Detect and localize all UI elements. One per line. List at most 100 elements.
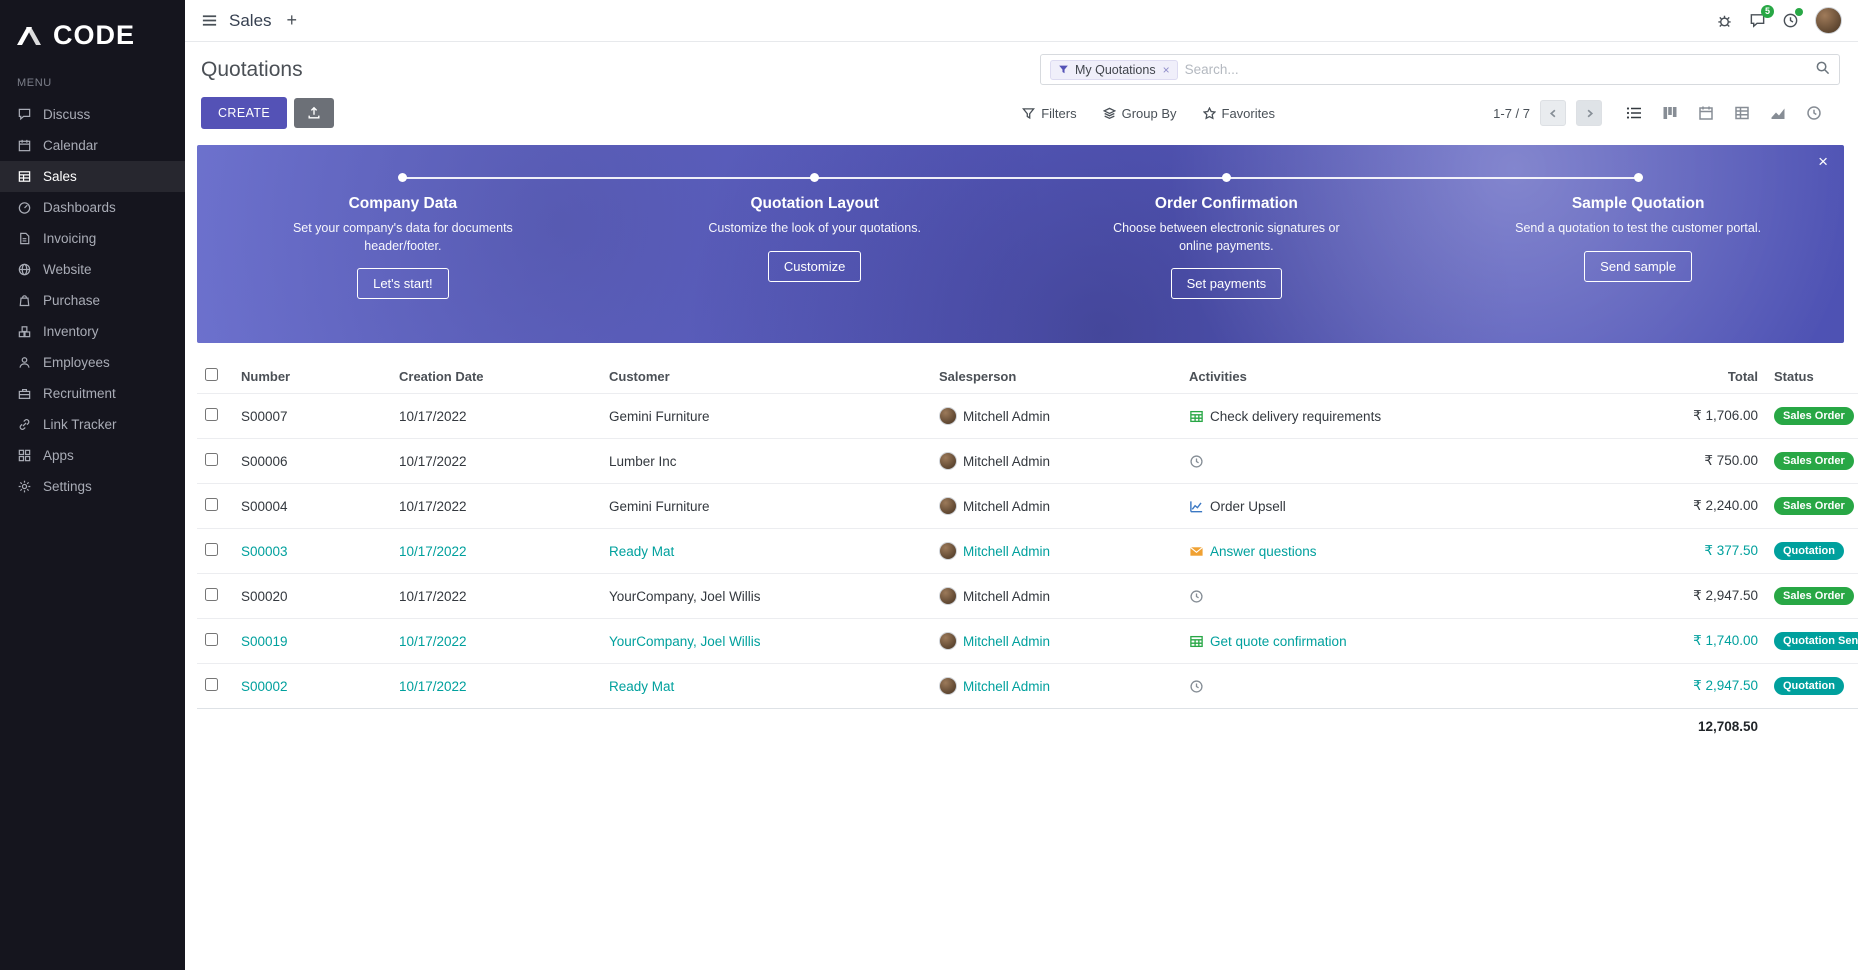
sidebar-item-inventory[interactable]: Inventory — [0, 316, 185, 347]
select-all-checkbox[interactable] — [205, 368, 218, 381]
row-checkbox[interactable] — [205, 408, 218, 421]
sidebar-item-settings[interactable]: Settings — [0, 471, 185, 502]
header-total[interactable]: Total — [1727, 368, 1758, 384]
row-checkbox[interactable] — [205, 543, 218, 556]
facet-remove-icon[interactable]: × — [1162, 62, 1170, 77]
clock-activity-icon[interactable] — [1189, 454, 1204, 469]
quotation-number[interactable]: S00006 — [241, 453, 288, 469]
quotations-table-wrap: Number Creation Date Customer Salesperso… — [197, 361, 1858, 744]
search-input[interactable] — [1184, 62, 1808, 77]
clock-activity-icon[interactable] — [1189, 589, 1204, 604]
favorites-button[interactable]: Favorites — [1202, 106, 1275, 121]
activity-view-icon[interactable] — [1806, 105, 1822, 121]
sidebar-item-dashboards[interactable]: Dashboards — [0, 192, 185, 223]
clock-activity-icon[interactable] — [1189, 679, 1204, 694]
row-checkbox[interactable] — [205, 453, 218, 466]
onboarding-banner: × Company Data Set your company's data f… — [197, 145, 1844, 343]
sidebar-item-discuss[interactable]: Discuss — [0, 99, 185, 130]
table-row[interactable]: S00003 10/17/2022 Ready Mat Mitchell Adm… — [197, 528, 1858, 574]
total-amount: ₹ 2,240.00 — [1693, 498, 1758, 513]
export-button[interactable] — [294, 98, 335, 128]
kanban-view-icon[interactable] — [1662, 105, 1678, 121]
header-status[interactable]: Status — [1774, 368, 1814, 384]
search-icon[interactable] — [1815, 60, 1830, 80]
quotation-number[interactable]: S00007 — [241, 408, 288, 424]
sidebar-item-employees[interactable]: Employees — [0, 347, 185, 378]
header-activities[interactable]: Activities — [1189, 368, 1247, 384]
quotation-number[interactable]: S00020 — [241, 588, 288, 604]
messages-icon[interactable]: 5 — [1749, 5, 1774, 29]
table-row[interactable]: S00019 10/17/2022 YourCompany, Joel Will… — [197, 618, 1858, 664]
step-description: Send a quotation to test the customer po… — [1515, 221, 1762, 235]
pager-and-views: 1-7 / 7 — [1493, 100, 1840, 126]
search-facet[interactable]: My Quotations × — [1050, 59, 1178, 80]
step-title: Company Data — [348, 195, 458, 212]
pager-prev-button[interactable] — [1540, 100, 1566, 126]
graph-view-icon[interactable] — [1770, 105, 1786, 121]
header-customer[interactable]: Customer — [609, 368, 670, 384]
sidebar-item-sales[interactable]: Sales — [0, 161, 185, 192]
row-checkbox[interactable] — [205, 588, 218, 601]
onboarding-steps: Company Data Set your company's data for… — [197, 145, 1844, 343]
row-checkbox[interactable] — [205, 633, 218, 646]
customer-name: YourCompany, Joel Willis — [609, 588, 761, 604]
spreadsheet-activity-icon[interactable] — [1189, 409, 1204, 424]
step-action-button[interactable]: Set payments — [1170, 268, 1283, 299]
total-amount: ₹ 2,947.50 — [1693, 588, 1758, 603]
menu-label: MENU — [17, 77, 52, 89]
create-button[interactable]: CREATE — [201, 97, 288, 129]
table-row[interactable]: S00004 10/17/2022 Gemini Furniture Mitch… — [197, 483, 1858, 529]
bug-icon[interactable] — [1716, 12, 1733, 29]
table-row[interactable]: S00002 10/17/2022 Ready Mat Mitchell Adm… — [197, 663, 1858, 709]
search-bar[interactable]: My Quotations × — [1040, 54, 1840, 85]
sidebar-item-calendar[interactable]: Calendar — [0, 130, 185, 161]
header-number[interactable]: Number — [241, 368, 291, 384]
recruitment-icon — [17, 386, 32, 401]
activities-clock-icon[interactable] — [1782, 8, 1803, 29]
sidebar-item-label: Invoicing — [43, 231, 97, 246]
sidebar-item-apps[interactable]: Apps — [0, 440, 185, 471]
chart-activity-icon[interactable] — [1189, 499, 1204, 514]
sidebar-menu: Discuss Calendar Sales Dashboards Invoic… — [0, 99, 185, 502]
calendar-view-icon[interactable] — [1698, 105, 1714, 121]
quotation-number[interactable]: S00003 — [241, 543, 288, 559]
status-badge: Quotation — [1774, 542, 1844, 560]
envelope-activity-icon[interactable] — [1189, 544, 1204, 559]
spreadsheet-activity-icon[interactable] — [1189, 634, 1204, 649]
step-action-button[interactable]: Send sample — [1584, 250, 1693, 282]
pager-next-button[interactable] — [1576, 100, 1602, 126]
new-tab-button[interactable]: + — [286, 10, 298, 30]
quotation-number[interactable]: S00019 — [241, 633, 288, 649]
quotation-number[interactable]: S00004 — [241, 498, 288, 514]
step-title: Sample Quotation — [1571, 195, 1705, 212]
pivot-view-icon[interactable] — [1734, 105, 1750, 121]
table-row[interactable]: S00007 10/17/2022 Gemini Furniture Mitch… — [197, 393, 1858, 439]
logo-icon — [17, 26, 41, 45]
filters-button[interactable]: Filters — [1022, 106, 1077, 121]
header-salesperson[interactable]: Salesperson — [939, 368, 1017, 384]
customer-name: Gemini Furniture — [609, 408, 710, 424]
header-creation-date[interactable]: Creation Date — [399, 368, 484, 384]
sidebar-item-website[interactable]: Website — [0, 254, 185, 285]
sidebar-item-purchase[interactable]: Purchase — [0, 285, 185, 316]
inventory-icon — [17, 324, 32, 339]
user-avatar[interactable] — [1815, 7, 1842, 34]
list-view-icon[interactable] — [1626, 105, 1642, 121]
groupby-button[interactable]: Group By — [1102, 106, 1177, 121]
quotation-number[interactable]: S00002 — [241, 678, 288, 694]
sidebar-item-link-tracker[interactable]: Link Tracker — [0, 409, 185, 440]
step-action-button[interactable]: Let's start! — [357, 268, 449, 299]
table-row[interactable]: S00020 10/17/2022 YourCompany, Joel Will… — [197, 573, 1858, 619]
dashboards-icon — [17, 200, 32, 215]
sidebar-item-label: Dashboards — [43, 200, 116, 215]
link-icon — [17, 417, 32, 432]
banner-close-icon[interactable]: × — [1818, 152, 1828, 171]
sidebar-item-label: Inventory — [43, 324, 99, 339]
row-checkbox[interactable] — [205, 498, 218, 511]
row-checkbox[interactable] — [205, 678, 218, 691]
table-row[interactable]: S00006 10/17/2022 Lumber Inc Mitchell Ad… — [197, 438, 1858, 484]
sidebar-item-invoicing[interactable]: Invoicing — [0, 223, 185, 254]
step-action-button[interactable]: Customize — [767, 250, 862, 282]
hamburger-menu-icon[interactable] — [201, 12, 218, 29]
sidebar-item-recruitment[interactable]: Recruitment — [0, 378, 185, 409]
